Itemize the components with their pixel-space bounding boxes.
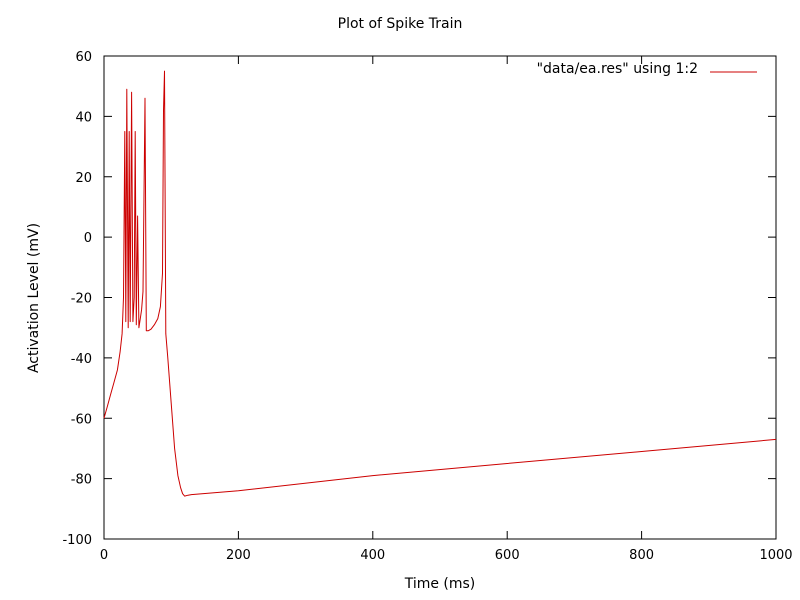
series-layer [103, 70, 777, 497]
x-tick-label: 600 [495, 548, 520, 563]
y-tick-label: 20 [75, 171, 92, 186]
y-tick-label: -60 [71, 412, 92, 427]
y-tick-label: -20 [71, 292, 92, 307]
chart-title: Plot of Spike Train [337, 16, 463, 32]
y-tick-label: -80 [71, 473, 92, 488]
x-tick-label: 800 [629, 548, 654, 563]
legend-entry-label: "data/ea.res" using 1:2 [536, 61, 698, 77]
x-axis-label: Time (ms) [404, 576, 476, 592]
ticks-layer: 0 200 400 600 800 1000 -100 -80 -60 -40 -20 0 20 40 60 [62, 50, 792, 563]
x-tick-label: 200 [226, 548, 251, 563]
plot-frame [103, 55, 777, 540]
x-tick-label: 1000 [759, 548, 792, 563]
x-tick-label: 0 [100, 548, 108, 563]
y-axis-label: Activation Level (mV) [26, 222, 42, 374]
y-tick-label: 40 [75, 110, 92, 125]
y-tick-label: 0 [84, 231, 92, 246]
y-tick-label: -40 [71, 352, 92, 367]
y-tick-label: -100 [62, 533, 92, 548]
y-tick-label: 60 [75, 50, 92, 65]
x-tick-label: 400 [360, 548, 385, 563]
series-line [103, 70, 777, 497]
